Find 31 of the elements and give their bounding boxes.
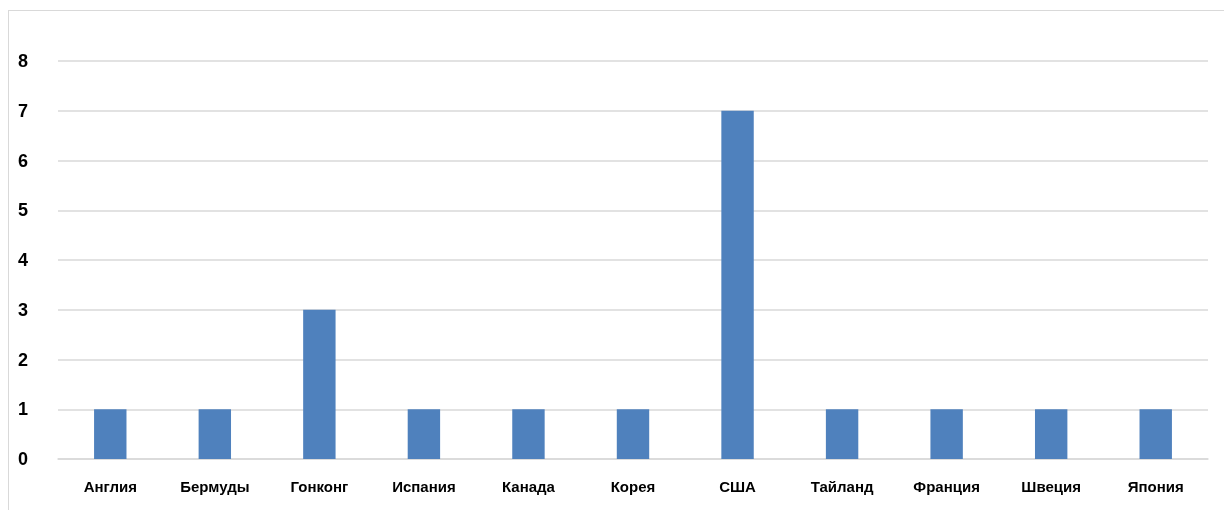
- x-tick-label: США: [719, 478, 757, 495]
- bar: [825, 409, 859, 459]
- x-tick-label: Испания: [392, 478, 456, 495]
- y-tick-label: 1: [17, 399, 28, 420]
- bar: [930, 409, 963, 459]
- x-tick-label: Гонконг: [290, 478, 349, 495]
- bar: [94, 409, 127, 459]
- bar: [1139, 409, 1172, 459]
- x-tick-label: Корея: [610, 478, 656, 495]
- x-tick-label: Канада: [501, 478, 556, 495]
- x-tick-label: Тайланд: [810, 478, 874, 495]
- y-tick-label: 4: [17, 250, 28, 270]
- y-tick-label: 2: [17, 349, 28, 370]
- x-tick-label: Франция: [913, 478, 980, 495]
- x-tick-label: Швеция: [1021, 478, 1081, 495]
- bar: [198, 409, 232, 459]
- y-tick-label: 6: [17, 150, 28, 171]
- bar: [616, 409, 650, 459]
- y-tick-label: 8: [17, 51, 28, 71]
- y-tick-label: 5: [17, 200, 28, 221]
- bar: [512, 409, 545, 459]
- bar: [303, 309, 336, 459]
- x-tick-label: Англия: [83, 478, 137, 495]
- bar: [721, 110, 754, 459]
- bar: [1034, 409, 1068, 459]
- x-tick-label: Бермуды: [180, 478, 250, 495]
- x-tick-label: Япония: [1127, 478, 1184, 495]
- y-tick-label: 0: [17, 449, 28, 469]
- y-tick-label: 3: [17, 299, 28, 320]
- bar: [407, 409, 441, 459]
- y-tick-label: 7: [17, 100, 28, 121]
